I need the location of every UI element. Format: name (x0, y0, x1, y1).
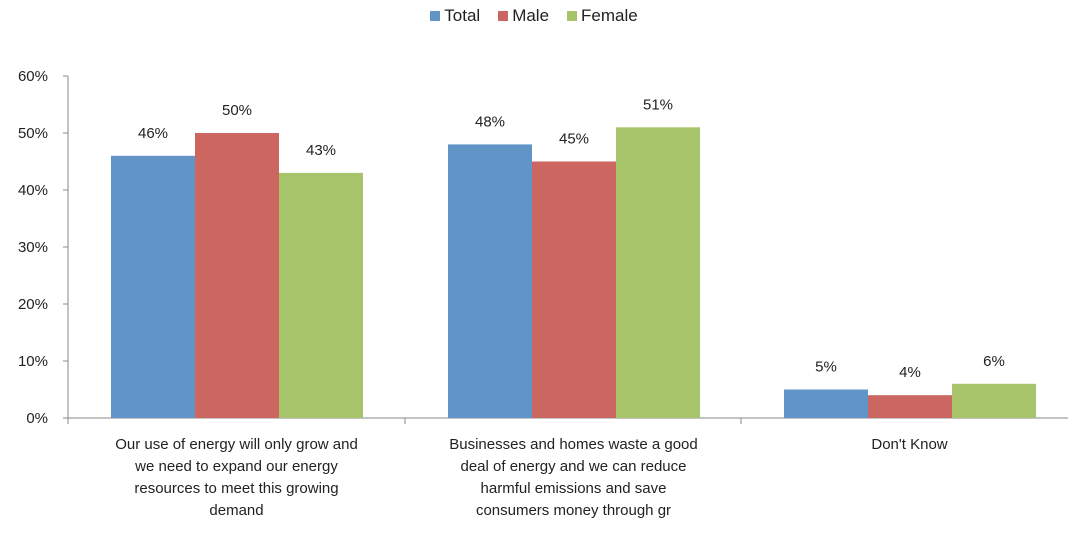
bar-female (279, 172, 363, 418)
bar-male (868, 395, 952, 418)
y-tick-label: 10% (18, 353, 48, 370)
data-label: 43% (306, 142, 336, 159)
bar-total (784, 389, 868, 418)
x-category-label: Businesses and homes waste a good (449, 436, 698, 453)
x-category-label: demand (209, 502, 263, 519)
legend-label-female: Female (581, 6, 638, 25)
x-category-label: resources to meet this growing (134, 480, 338, 497)
legend-item-female: Female (567, 6, 638, 26)
data-label: 50% (222, 102, 252, 119)
legend-swatch-male (498, 11, 509, 21)
legend-item-male: Male (498, 6, 549, 26)
bar-female (952, 383, 1036, 418)
y-tick-label: 60% (18, 68, 48, 85)
data-label: 4% (899, 364, 921, 381)
bar-male (195, 133, 279, 418)
legend: Total Male Female (0, 6, 1068, 26)
y-tick-label: 20% (18, 296, 48, 313)
data-label: 46% (138, 125, 168, 142)
y-tick-label: 0% (26, 410, 48, 427)
x-category-label: Our use of energy will only grow and (115, 436, 358, 453)
data-label: 51% (643, 96, 673, 113)
bar-total (448, 144, 532, 418)
x-category-label: Don't Know (871, 436, 947, 453)
legend-label-male: Male (512, 6, 550, 25)
x-category-label: consumers money through gr (476, 502, 671, 519)
y-tick-label: 30% (18, 239, 48, 256)
x-category-label: harmful emissions and save (481, 480, 667, 497)
legend-item-total: Total (430, 6, 480, 26)
data-label: 5% (815, 359, 837, 376)
data-label: 6% (983, 353, 1005, 370)
bar-total (111, 155, 195, 419)
y-tick-label: 40% (18, 182, 48, 199)
bar-female (616, 127, 700, 419)
x-category-label: we need to expand our energy (134, 458, 338, 475)
legend-label-total: Total (444, 6, 481, 25)
bar-male (532, 161, 616, 418)
x-category-label: deal of energy and we can reduce (461, 458, 687, 475)
data-label: 48% (475, 113, 505, 130)
legend-swatch-female (567, 11, 578, 21)
legend-swatch-total (430, 11, 441, 21)
y-tick-label: 50% (18, 125, 48, 142)
data-label: 45% (559, 131, 589, 148)
